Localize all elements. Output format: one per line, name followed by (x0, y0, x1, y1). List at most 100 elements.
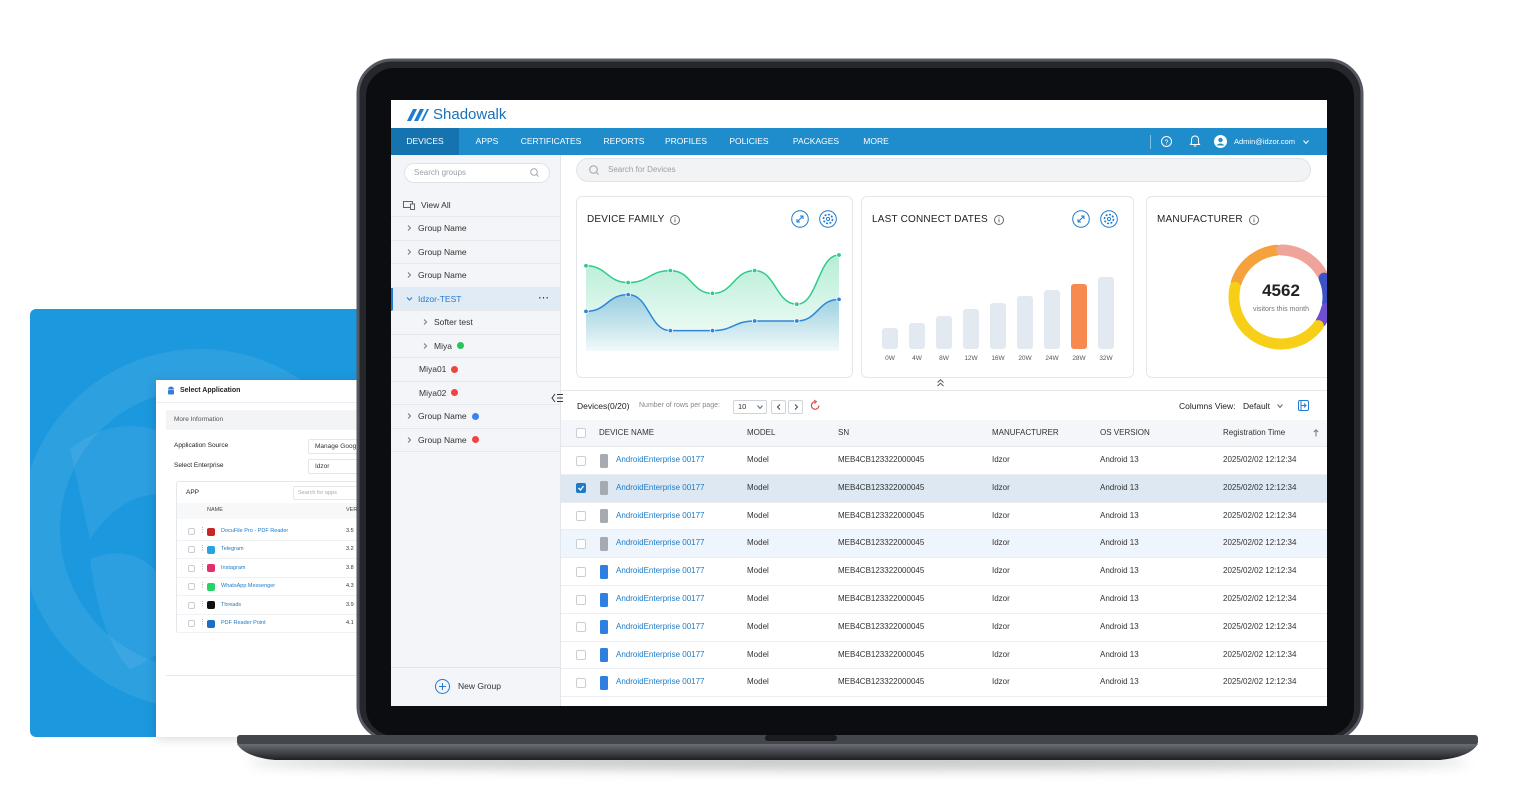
prev-page-button[interactable] (771, 400, 786, 414)
next-page-button[interactable] (788, 400, 803, 414)
app-name[interactable]: PDF Reader Point (221, 620, 266, 626)
checkbox[interactable] (188, 546, 195, 554)
device-search[interactable]: Search for Devices (576, 158, 1311, 182)
checkbox[interactable] (576, 428, 586, 438)
expand-icon[interactable] (791, 210, 809, 228)
group-row[interactable]: Group Name (391, 217, 560, 241)
group-row[interactable]: Miya (391, 335, 560, 358)
app-search[interactable]: Search for apps (293, 486, 371, 500)
x-tick-label: 12W (964, 355, 978, 362)
group-row[interactable]: Group Name (391, 241, 560, 264)
sort-icon[interactable] (1313, 429, 1319, 437)
checkbox[interactable] (576, 455, 586, 466)
rows-per-page-select[interactable]: 10 (733, 400, 767, 414)
device-name-link[interactable]: AndroidEnterprise 00177 (616, 455, 705, 464)
column-header: OS VERSION (1100, 428, 1150, 437)
device-name-link[interactable]: AndroidEnterprise 00177 (616, 510, 705, 520)
checkbox[interactable] (576, 622, 586, 633)
app-name[interactable]: Threads (221, 601, 242, 608)
group-row[interactable]: Miya01 (391, 358, 560, 382)
nav-item[interactable]: PROFILES (664, 136, 708, 146)
checkbox[interactable] (576, 566, 586, 577)
checkbox[interactable] (576, 511, 586, 522)
table-row[interactable]: AndroidEnterprise 00177 Model MEB4CB123322… (561, 641, 1327, 670)
more-menu[interactable]: ⋯ (538, 291, 550, 304)
group-row[interactable]: View All (391, 194, 560, 217)
checkbox[interactable] (576, 483, 586, 494)
data-point (667, 327, 674, 334)
nav-item[interactable]: POLICIES (729, 136, 769, 146)
app-name[interactable]: Telegram (221, 546, 244, 553)
table-cell: Idzor (992, 621, 1010, 631)
settings-icon[interactable] (819, 210, 837, 228)
checkbox[interactable] (576, 650, 586, 661)
table-row[interactable]: AndroidEnterprise 00177 Model MEB4CB123322… (561, 502, 1327, 531)
table-cell: Android 13 (1100, 566, 1139, 576)
table-row[interactable]: AndroidEnterprise 00177 Model MEB4CB123322… (561, 669, 1327, 698)
info-icon (670, 214, 681, 225)
pie-segment (1230, 244, 1283, 288)
device-name-link[interactable]: AndroidEnterprise 00177 (616, 649, 705, 659)
expand-icon[interactable] (1072, 210, 1090, 228)
user-email[interactable]: Admin@idzor.com (1234, 137, 1295, 146)
expand-arrow-part (407, 436, 412, 443)
checkbox[interactable] (576, 594, 586, 605)
nav-item[interactable]: MORE (863, 136, 889, 146)
checkbox[interactable] (188, 620, 195, 627)
columns-view-value[interactable]: Default (1243, 401, 1270, 411)
checkbox[interactable] (188, 564, 195, 572)
checkbox[interactable] (188, 528, 195, 535)
nav-item[interactable]: PACKAGES (792, 136, 840, 146)
new-group-button[interactable]: New Group (435, 677, 501, 695)
table-row[interactable]: AndroidEnterprise 00177 Model MEB4CB123322… (561, 474, 1327, 503)
group-row[interactable]: Group Name (391, 264, 560, 288)
group-search[interactable]: Search groups (404, 163, 550, 183)
export-icon[interactable] (1298, 400, 1309, 411)
device-name-link[interactable]: AndroidEnterprise 00177 (616, 621, 705, 631)
device-name-link[interactable]: AndroidEnterprise 00177 (616, 594, 705, 603)
collapse-sidebar-icon[interactable] (551, 393, 563, 403)
table-cell: Android 13 (1100, 482, 1139, 492)
device-name-link[interactable]: AndroidEnterprise 00177 (616, 566, 705, 576)
help-icon[interactable]: ? (1161, 136, 1172, 147)
refresh-icon[interactable] (810, 399, 821, 411)
device-name-link[interactable]: AndroidEnterprise 00177 (616, 538, 705, 548)
nav-item[interactable]: CERTIFICATES (520, 136, 582, 146)
app-name[interactable]: WhatsApp Messenger (221, 583, 276, 590)
bar (1071, 284, 1087, 349)
group-row[interactable]: Softer test (391, 311, 560, 335)
checkbox[interactable] (188, 583, 195, 591)
device-name-link[interactable]: AndroidEnterprise 00177 (616, 677, 705, 687)
app-version: 3.9 (346, 601, 354, 608)
table-row[interactable]: AndroidEnterprise 00177 Model MEB4CB123322… (561, 558, 1327, 586)
table-row[interactable]: AndroidEnterprise 00177 Model MEB4CB123322… (561, 530, 1327, 559)
field-input[interactable]: Manage Google (308, 439, 371, 454)
checkbox[interactable] (576, 677, 586, 688)
sidebar-divider (391, 667, 560, 668)
group-row[interactable]: Miya02 (391, 382, 560, 405)
chart-card: DEVICE FAMILY (576, 196, 853, 378)
checkbox[interactable] (576, 538, 586, 549)
collapse-charts-icon[interactable] (937, 379, 944, 387)
settings-icon[interactable] (1100, 210, 1118, 228)
table-cell: Idzor (992, 594, 1010, 603)
table-row[interactable]: AndroidEnterprise 00177 Model MEB4CB123322… (561, 447, 1327, 475)
bell-icon[interactable] (1189, 135, 1201, 147)
group-row[interactable]: Group Name (391, 405, 560, 429)
field-input[interactable]: Idzor (308, 459, 371, 474)
nav-item[interactable]: APPS (475, 136, 499, 146)
data-point (625, 291, 631, 298)
app-name[interactable]: Instagram (221, 564, 246, 571)
device-name-link[interactable]: AndroidEnterprise 00177 (616, 482, 705, 492)
nav-item[interactable]: REPORTS (603, 136, 645, 146)
table-row[interactable]: AndroidEnterprise 00177 Model MEB4CB123322… (561, 613, 1327, 642)
expand-arrow (407, 436, 412, 443)
group-row[interactable]: Idzor-TEST ⋯ (391, 287, 560, 311)
group-row[interactable]: Group Name (391, 429, 560, 452)
avatar-icon[interactable] (1214, 135, 1227, 148)
nav-item[interactable]: DEVICES (406, 136, 444, 146)
group-label: Group Name (418, 270, 467, 281)
app-name[interactable]: DocuFile Pro - PDF Reader (221, 528, 289, 534)
table-row[interactable]: AndroidEnterprise 00177 Model MEB4CB123322… (561, 586, 1327, 614)
checkbox[interactable] (188, 601, 195, 609)
